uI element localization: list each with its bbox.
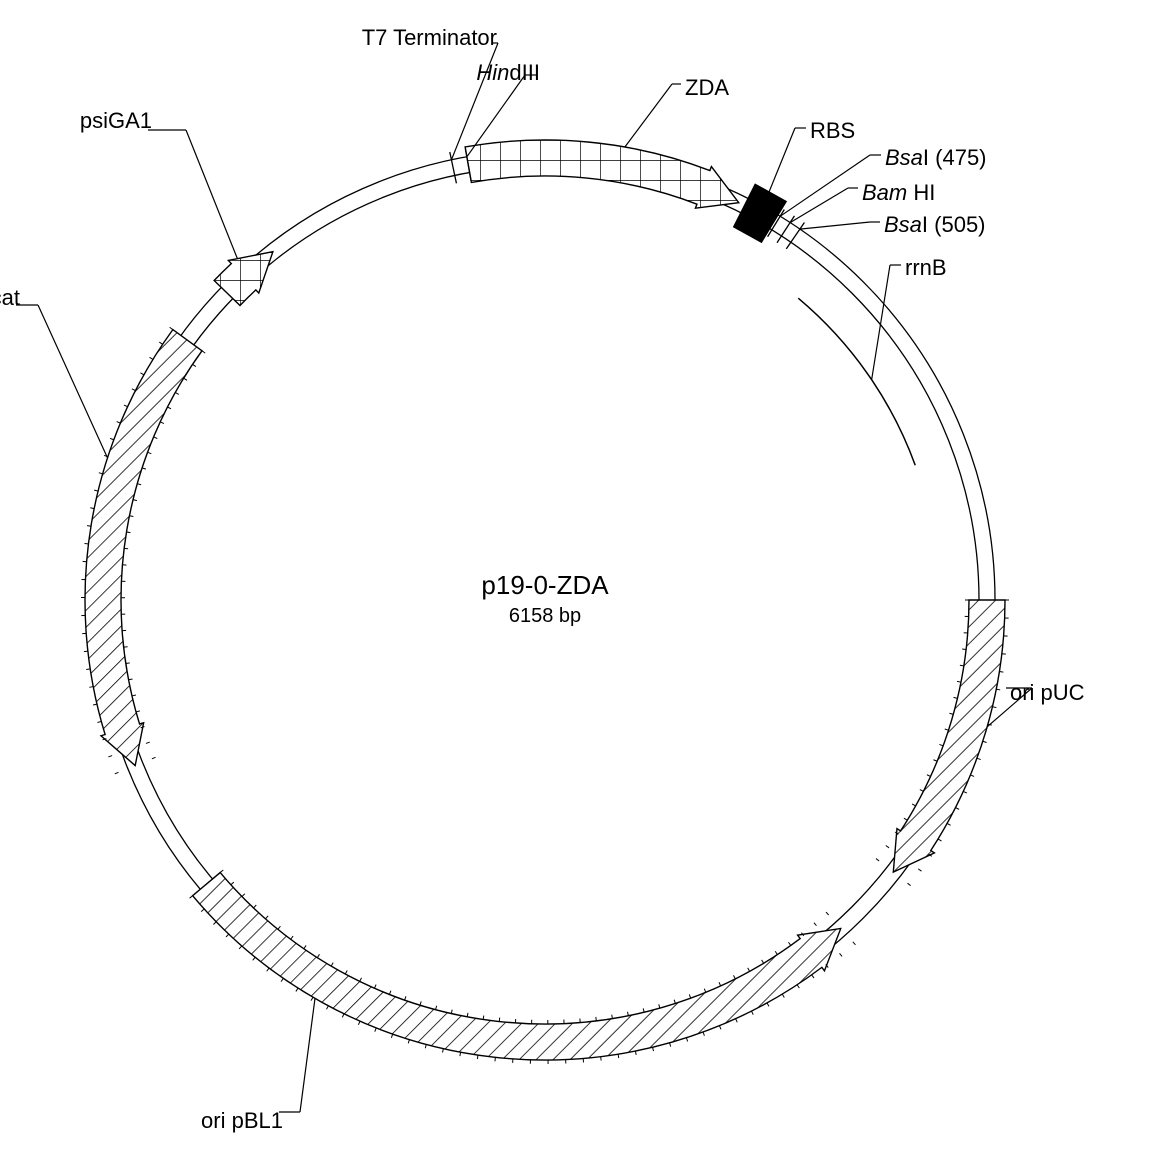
leader-zda: [625, 84, 672, 147]
plasmid-size: 6158 bp: [509, 605, 581, 627]
label-bsa1b: BsaI (505): [884, 212, 986, 237]
leader-bsa1a: [780, 155, 870, 216]
feature-zda: [465, 140, 739, 208]
label-cat: cat: [0, 285, 20, 310]
feature-oripuc: [893, 600, 1005, 872]
leader-psiga1: [186, 130, 237, 258]
label-t7term: T7 Terminator: [362, 25, 497, 50]
plasmid-name: p19-0-ZDA: [481, 570, 609, 600]
leader-rrnb: [872, 265, 890, 380]
label-oripuc: ori pUC: [1010, 680, 1085, 705]
label-psiga1: psiGA1: [80, 108, 152, 133]
feature-cat: [85, 330, 202, 766]
label-oripbl1: ori pBL1: [201, 1108, 283, 1133]
label-bamhi: Bam HI: [862, 180, 935, 205]
label-hind3: HindIII: [476, 60, 540, 85]
leader-oripbl1: [300, 998, 315, 1112]
leader-bamhi: [790, 188, 848, 223]
feature-psiga1: [214, 252, 273, 306]
label-rbs: RBS: [810, 118, 855, 143]
leader-cat: [38, 305, 108, 458]
feature-rrnb: [798, 298, 915, 465]
label-rrnb: rrnB: [905, 255, 947, 280]
leader-bsa1b: [800, 222, 870, 229]
label-bsa1a: BsaI (475): [885, 145, 987, 170]
leader-rbs: [763, 128, 795, 206]
feature-oripbl1: [193, 873, 841, 1060]
label-zda: ZDA: [685, 75, 729, 100]
